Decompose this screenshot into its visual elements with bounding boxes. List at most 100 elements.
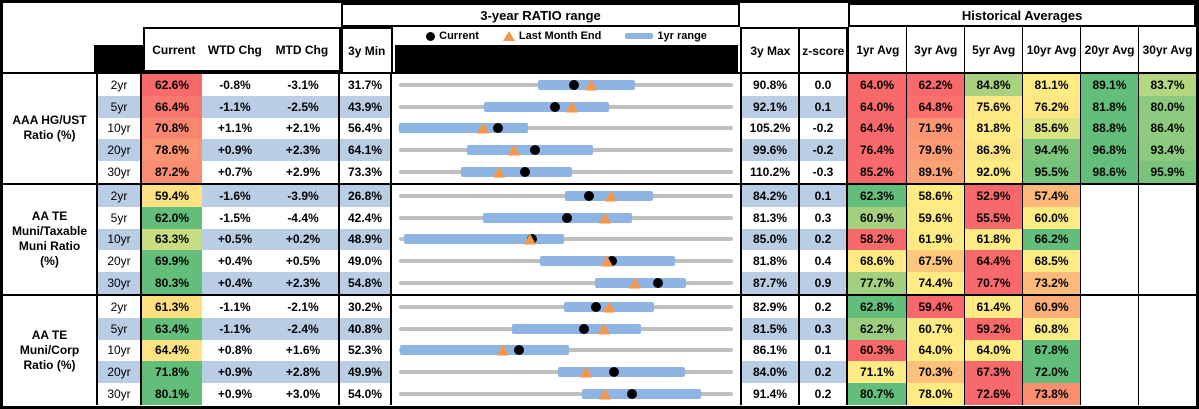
current-dot-marker xyxy=(652,278,663,289)
tenor-label: 30yr xyxy=(98,161,142,183)
1yr-range-bar xyxy=(460,167,572,178)
z-score-value: 0.4 xyxy=(798,250,848,273)
historical-avg-value: 71.9% xyxy=(906,117,964,140)
group-rows: 2yr 59.4% -1.6% -3.9% 26.8% 84.2% 0.1 62.3% 58.6… xyxy=(98,184,1196,294)
mtd-change-value: -2.5% xyxy=(268,95,340,118)
last-month-triangle-marker xyxy=(599,388,612,400)
header-legend-cell: Current Last Month End 1yr range xyxy=(393,27,741,72)
min-3y-value: 49.0% xyxy=(340,250,392,273)
historical-avg-value: 62.8% xyxy=(848,295,906,318)
min-3y-value: 49.9% xyxy=(340,361,392,384)
table-row: 20yr 78.6% +0.9% +2.3% 64.1% 99.6% -0.2 76.4% 79… xyxy=(98,139,1196,162)
current-dot-marker xyxy=(591,301,602,312)
range-chart-cell xyxy=(392,228,740,251)
historical-avg-value: 96.8% xyxy=(1080,139,1138,162)
wtd-change-value: +0.9% xyxy=(202,361,268,384)
1yr-range-bar xyxy=(403,234,564,245)
header-3y-max: 3y Max xyxy=(740,27,799,72)
historical-avg-value: 62.2% xyxy=(906,74,964,96)
range-chart-cell xyxy=(392,74,740,96)
mtd-change-value: +2.1% xyxy=(268,117,340,140)
z-score-value: 0.1 xyxy=(798,339,848,362)
current-dot-icon xyxy=(426,31,436,41)
tenor-label: 5yr xyxy=(98,206,142,229)
current-value: 87.2% xyxy=(142,161,202,183)
1yr-range-bar xyxy=(582,389,701,400)
historical-avg-empty xyxy=(1080,206,1138,229)
header-tenor-cell xyxy=(93,27,143,72)
z-score-value: 0.2 xyxy=(798,383,848,405)
current-value: 62.6% xyxy=(142,74,202,96)
table-row: 10yr 70.8% +1.1% +2.1% 56.4% 105.2% -0.2 64.4% 7… xyxy=(98,117,1196,140)
z-score-value: -0.2 xyxy=(798,139,848,162)
ratio-group-3: AA TE Muni/Corp Ratio (%) 2yr 61.3% -1.1% -2… xyxy=(3,295,1196,405)
z-score-value: -0.3 xyxy=(798,161,848,183)
table-row: 5yr 63.4% -1.1% -2.4% 40.8% 81.5% 0.3 62.2% 60.7… xyxy=(98,317,1196,340)
historical-avg-empty xyxy=(1138,250,1196,273)
historical-avg-empty xyxy=(1138,383,1196,405)
historical-avg-empty xyxy=(1138,206,1196,229)
header-30yr-avg: 30yr Avg xyxy=(1138,27,1196,72)
mtd-change-value: +2.3% xyxy=(268,139,340,162)
min-3y-value: 31.7% xyxy=(340,74,392,96)
1yr-range-bar xyxy=(399,123,529,134)
mtd-change-value: +0.2% xyxy=(268,228,340,251)
max-3y-value: 105.2% xyxy=(740,117,798,140)
min-3y-value: 54.8% xyxy=(340,272,392,294)
wtd-change-value: -1.5% xyxy=(219,210,251,225)
tenor-label: 10yr xyxy=(98,339,142,362)
historical-avg-value: 60.9% xyxy=(848,206,906,229)
table-row: 2yr 61.3% -1.1% -2.1% 30.2% 82.9% 0.2 62.8% 59.4… xyxy=(98,295,1196,318)
range-chart-cell xyxy=(392,206,740,229)
1yr-range-bar xyxy=(557,367,685,378)
historical-averages-title: Historical Averages xyxy=(848,3,1196,27)
z-score-value: -0.2 xyxy=(798,117,848,140)
max-3y-value: 84.2% xyxy=(740,184,798,207)
last-month-triangle-marker xyxy=(600,255,613,267)
range-chart-cell xyxy=(392,339,740,362)
current-value: 62.0% xyxy=(142,206,202,229)
historical-avg-value: 70.7% xyxy=(964,272,1022,294)
historical-avg-value: 84.8% xyxy=(964,74,1022,96)
3y-range-line xyxy=(399,237,733,242)
max-3y-value: 81.5% xyxy=(740,317,798,340)
current-dot-marker xyxy=(568,79,579,90)
historical-avg-value: 60.8% xyxy=(1022,317,1080,340)
historical-avg-value: 79.6% xyxy=(906,139,964,162)
1yr-range-bar xyxy=(594,278,687,289)
historical-avg-empty xyxy=(1080,272,1138,294)
historical-avg-value: 67.3% xyxy=(964,361,1022,384)
mtd-change-value: +3.0% xyxy=(268,383,340,405)
header-10yr-avg: 10yr Avg xyxy=(1022,27,1081,72)
last-month-triangle-marker xyxy=(598,323,611,335)
historical-avg-value: 88.8% xyxy=(1080,117,1138,140)
historical-avg-value: 66.2% xyxy=(1022,228,1080,251)
min-3y-value: 26.8% xyxy=(340,184,392,207)
header-z-score: z-score xyxy=(798,27,849,72)
table-row: 20yr 69.9% +0.4% +0.5% 49.0% 81.8% 0.4 68.6% 67.… xyxy=(98,250,1196,273)
historical-avg-value: 59.2% xyxy=(964,317,1022,340)
1yr-range-bar xyxy=(399,345,569,356)
max-3y-value: 86.1% xyxy=(740,339,798,362)
current-dot-marker xyxy=(530,145,541,156)
mtd-change-value: -2.1% xyxy=(268,295,340,318)
historical-avg-empty xyxy=(1138,184,1196,207)
current-dot-marker xyxy=(579,323,590,334)
max-3y-value: 87.7% xyxy=(740,272,798,294)
min-3y-value: 40.8% xyxy=(340,317,392,340)
legend-current-label: Current xyxy=(439,30,479,42)
z-score-value: 0.9 xyxy=(798,272,848,294)
wtd-change-value: +0.8% xyxy=(217,343,253,358)
group-label: AA TE Muni/Corp Ratio (%) xyxy=(3,295,98,405)
ratio-group-1: AAA HG/UST Ratio (%) 2yr 62.6% -0.8% -3.1% 31… xyxy=(3,74,1196,185)
historical-avg-value: 52.9% xyxy=(964,184,1022,207)
max-3y-value: 81.8% xyxy=(740,250,798,273)
historical-avg-value: 85.2% xyxy=(848,161,906,183)
table-row: 30yr 87.2% +0.7% +2.9% 73.3% 110.2% -0.3 85.2% 8… xyxy=(98,161,1196,183)
mtd-change-value: -3.9% xyxy=(268,184,340,207)
min-3y-value: 64.1% xyxy=(340,139,392,162)
tenor-label: 20yr xyxy=(98,250,142,273)
historical-avg-value: 75.6% xyxy=(964,95,1022,118)
historical-avg-value: 73.2% xyxy=(1022,272,1080,294)
column-header-row: Current WTD Chg MTD Chg 3y Min Current L… xyxy=(3,27,1196,74)
